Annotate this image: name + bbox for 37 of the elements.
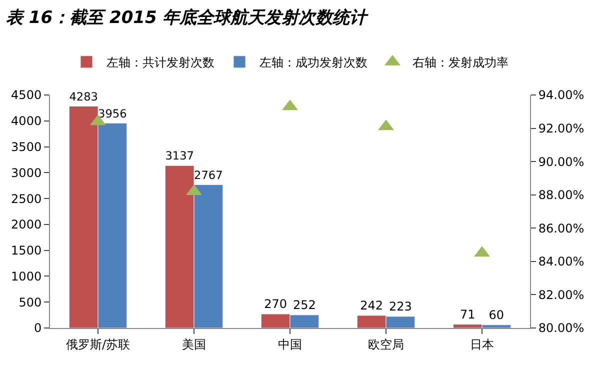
y-tick-label: 500 bbox=[18, 295, 42, 310]
y-tick-label: 4500 bbox=[11, 88, 42, 102]
y-tick-label: 1500 bbox=[11, 244, 42, 258]
y-tick-label: 3000 bbox=[11, 166, 42, 180]
y-tick-label: 3500 bbox=[11, 140, 42, 154]
data-label: 71 bbox=[460, 307, 476, 322]
data-label: 270 bbox=[264, 297, 288, 312]
y-tick-label: 0 bbox=[34, 321, 42, 336]
x-tick-label: 中国 bbox=[278, 337, 302, 352]
y-tick-label: 1000 bbox=[11, 269, 42, 284]
x-tick-label: 日本 bbox=[470, 337, 494, 352]
y2-tick-label: 84.00% bbox=[538, 254, 584, 269]
x-tick-label: 美国 bbox=[182, 337, 206, 352]
legend-label: 右轴：发射成功率 bbox=[412, 56, 508, 70]
data-label: 2767 bbox=[194, 168, 223, 182]
y2-tick-label: 82.00% bbox=[538, 288, 584, 302]
chart-title: 表 16：截至 2015 年底全球航天发射次数统计 bbox=[6, 8, 370, 28]
data-label: 3956 bbox=[98, 107, 127, 120]
legend-label: 左轴：成功发射次数 bbox=[260, 56, 368, 70]
y2-tick-label: 94.00% bbox=[538, 88, 584, 102]
data-label: 3137 bbox=[165, 150, 194, 163]
data-label: 4283 bbox=[69, 90, 98, 104]
y2-tick-label: 90.00% bbox=[538, 154, 584, 169]
data-label: 242 bbox=[360, 298, 384, 312]
x-tick-label: 俄罗斯/苏联 bbox=[66, 337, 130, 352]
data-label: 252 bbox=[292, 298, 316, 312]
x-tick-label: 欧空局 bbox=[368, 337, 404, 352]
y2-tick-label: 80.00% bbox=[538, 321, 584, 336]
legend-label: 左轴：共计发射次数 bbox=[106, 56, 214, 70]
y-tick-label: 2500 bbox=[11, 192, 42, 206]
y-tick-label: 2000 bbox=[11, 218, 42, 232]
data-label: 223 bbox=[388, 299, 412, 314]
y-tick-label: 4000 bbox=[11, 114, 42, 128]
y2-tick-label: 92.00% bbox=[538, 121, 584, 136]
y2-tick-label: 88.00% bbox=[538, 188, 584, 202]
y2-tick-label: 86.00% bbox=[538, 221, 584, 236]
data-label: 60 bbox=[488, 308, 504, 322]
